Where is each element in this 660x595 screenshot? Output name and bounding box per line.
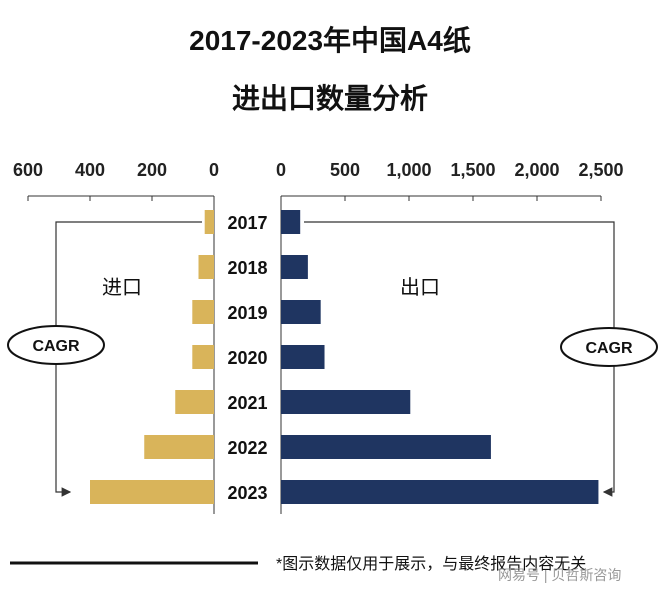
bars-group <box>90 210 599 504</box>
import-tick-label: 400 <box>75 160 105 180</box>
year-label-2023: 2023 <box>227 483 267 503</box>
year-label-2021: 2021 <box>227 393 267 413</box>
import-cagr-ellipse <box>7 325 105 365</box>
import-bar-2020 <box>192 345 214 369</box>
import-side-label: 进口 <box>102 276 142 299</box>
import-bar-2023 <box>90 480 214 504</box>
export-tick-label: 1,000 <box>386 160 431 180</box>
year-label-2022: 2022 <box>227 438 267 458</box>
import-tick-label: 200 <box>137 160 167 180</box>
import-bar-2021 <box>175 390 214 414</box>
export-cagr-ellipse <box>560 327 658 367</box>
import-bar-2022 <box>144 435 214 459</box>
axes-group: 600 400 200 0 0 500 1,000 1,500 2,000 2,500 <box>13 160 624 514</box>
import-cagr-annotation: CAGR <box>7 221 202 497</box>
export-tick-label: 1,500 <box>450 160 495 180</box>
export-side-label: 出口 <box>400 276 440 299</box>
chart-subtitle: 进出口数量分析 <box>232 83 428 114</box>
export-tick-label: 2,500 <box>578 160 623 180</box>
year-label-2020: 2020 <box>227 348 267 368</box>
export-bar-2022 <box>281 435 491 459</box>
export-tick-label: 500 <box>330 160 360 180</box>
export-bar-2018 <box>281 255 308 279</box>
import-bar-2017 <box>204 210 214 234</box>
export-bar-2020 <box>281 345 325 369</box>
export-bar-2019 <box>281 300 321 324</box>
labels-group: 2017 2018 2019 2020 2021 2022 2023 <box>227 213 267 503</box>
export-bar-2023 <box>281 480 599 504</box>
year-label-2017: 2017 <box>227 213 267 233</box>
import-bar-2019 <box>192 300 214 324</box>
export-bar-2021 <box>281 390 411 414</box>
import-tick-label: 600 <box>13 160 43 180</box>
import-cagr-label: CAGR <box>32 338 80 355</box>
import-bar-2018 <box>198 255 214 279</box>
export-tick-label: 0 <box>276 160 286 180</box>
export-cagr-label: CAGR <box>585 340 633 357</box>
chart-title: 2017-2023年中国A4纸 <box>189 24 471 56</box>
year-label-2018: 2018 <box>227 258 267 278</box>
export-bar-2017 <box>281 210 301 234</box>
import-tick-label: 0 <box>209 160 219 180</box>
source-credit: 网易号 | 贝哲斯咨询 <box>498 567 621 583</box>
export-tick-label: 2,000 <box>514 160 559 180</box>
year-label-2019: 2019 <box>227 303 267 323</box>
footnote-text: *图示数据仅用于展示，与最终报告内容无关 <box>276 555 586 573</box>
export-cagr-annotation: CAGR <box>304 221 658 497</box>
